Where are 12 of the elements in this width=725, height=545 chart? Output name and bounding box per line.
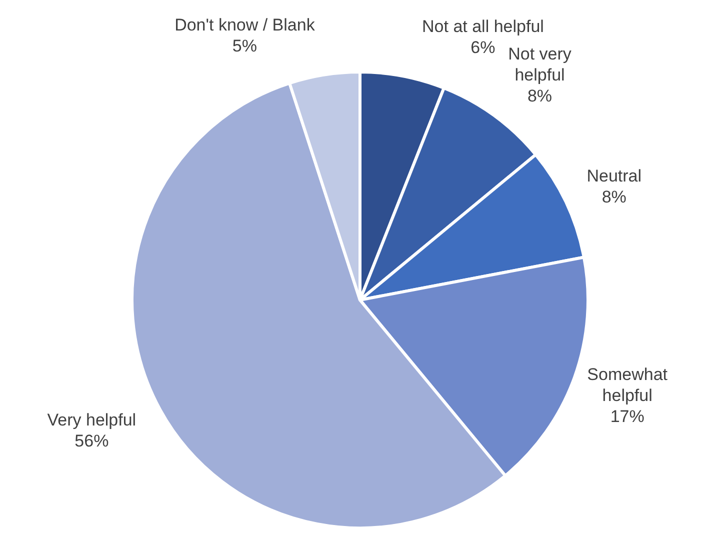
- data-label: 6%: [470, 38, 496, 57]
- slice-label: Not at all helpful: [422, 16, 544, 36]
- slice-label: Very helpful: [47, 410, 136, 430]
- data-label: 8%: [602, 187, 626, 206]
- data-label: 5%: [232, 36, 257, 56]
- data-label: 56%: [74, 432, 109, 451]
- slice-label: Don't know / Blank: [174, 15, 316, 34]
- slice-label: Not very helpful: [508, 44, 572, 84]
- slice-label: Neutral: [586, 166, 642, 186]
- data-label: 8%: [527, 86, 552, 106]
- data-label: 17%: [610, 407, 644, 426]
- slice-label: Somewhat helpful: [587, 365, 668, 406]
